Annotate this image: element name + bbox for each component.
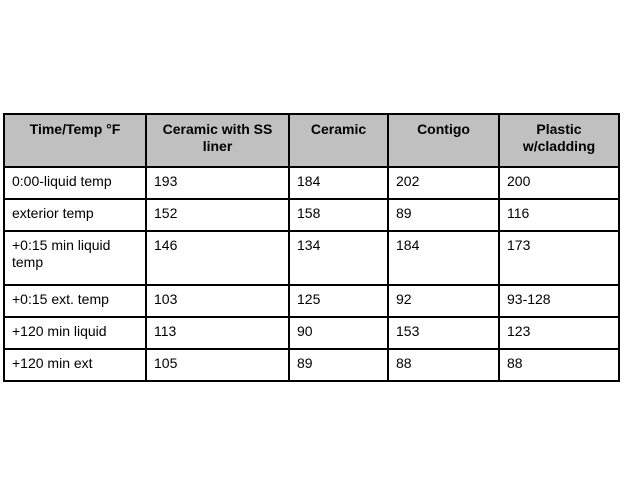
header-cell-ceramic: Ceramic: [288, 113, 389, 168]
value-cell: 193: [145, 166, 290, 200]
value-cell: 105: [145, 348, 290, 382]
header-cell-time-temp: Time/Temp °F: [3, 113, 147, 168]
value-cell: 202: [387, 166, 500, 200]
value-cell: 200: [498, 166, 620, 200]
value-cell: 134: [288, 230, 389, 286]
row-label-cell: +120 min ext: [3, 348, 147, 382]
value-cell: 113: [145, 316, 290, 350]
value-cell: 125: [288, 284, 389, 318]
header-row: Time/Temp °F Ceramic with SS liner Ceram…: [3, 113, 620, 168]
table-row: 0:00-liquid temp 193 184 202 200: [3, 166, 620, 200]
value-cell: 89: [387, 198, 500, 232]
value-cell: 173: [498, 230, 620, 286]
value-cell: 184: [387, 230, 500, 286]
row-label-cell: 0:00-liquid temp: [3, 166, 147, 200]
header-cell-ceramic-ss: Ceramic with SS liner: [145, 113, 290, 168]
table-row: +120 min liquid 113 90 153 123: [3, 316, 620, 350]
value-cell: 184: [288, 166, 389, 200]
value-cell: 146: [145, 230, 290, 286]
row-label-cell: exterior temp: [3, 198, 147, 232]
table-row: exterior temp 152 158 89 116: [3, 198, 620, 232]
row-label-cell: +0:15 ext. temp: [3, 284, 147, 318]
value-cell: 158: [288, 198, 389, 232]
value-cell: 116: [498, 198, 620, 232]
table-row: +0:15 min liquid temp 146 134 184 173: [3, 230, 620, 286]
table-row: +120 min ext 105 89 88 88: [3, 348, 620, 382]
row-label-cell: +120 min liquid: [3, 316, 147, 350]
row-label-cell: +0:15 min liquid temp: [3, 230, 147, 286]
value-cell: 103: [145, 284, 290, 318]
value-cell: 88: [387, 348, 500, 382]
value-cell: 152: [145, 198, 290, 232]
header-cell-plastic: Plastic w/cladding: [498, 113, 620, 168]
value-cell: 88: [498, 348, 620, 382]
value-cell: 92: [387, 284, 500, 318]
value-cell: 153: [387, 316, 500, 350]
temperature-table: Time/Temp °F Ceramic with SS liner Ceram…: [3, 113, 620, 382]
value-cell: 90: [288, 316, 389, 350]
table-row: +0:15 ext. temp 103 125 92 93-128: [3, 284, 620, 318]
value-cell: 93-128: [498, 284, 620, 318]
value-cell: 123: [498, 316, 620, 350]
header-cell-contigo: Contigo: [387, 113, 500, 168]
value-cell: 89: [288, 348, 389, 382]
